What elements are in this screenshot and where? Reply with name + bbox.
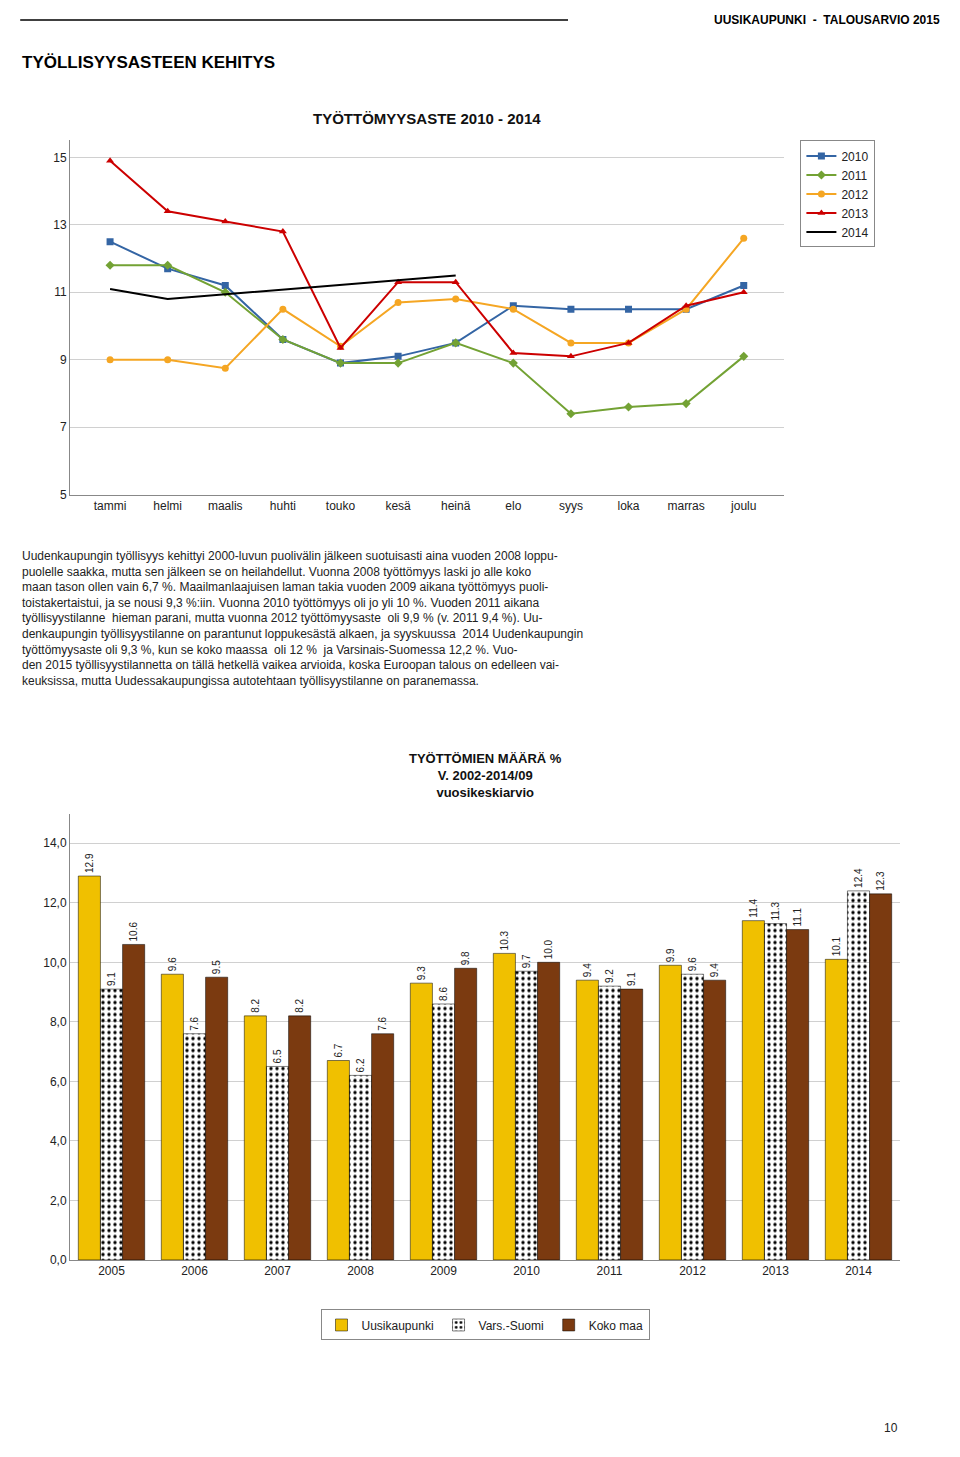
svg-text:4,0: 4,0 bbox=[50, 1134, 67, 1148]
svg-text:13: 13 bbox=[53, 218, 67, 232]
svg-text:2011: 2011 bbox=[597, 1264, 623, 1278]
svg-text:2011: 2011 bbox=[841, 169, 867, 183]
svg-text:heinä: heinä bbox=[441, 499, 471, 513]
svg-text:10,0: 10,0 bbox=[43, 956, 67, 970]
svg-text:loka: loka bbox=[618, 499, 640, 513]
svg-text:2010: 2010 bbox=[513, 1264, 540, 1278]
svg-text:huhti: huhti bbox=[270, 499, 296, 513]
svg-text:8,0: 8,0 bbox=[50, 1015, 67, 1029]
svg-text:TYÖLLISYYSASTEEN KEHITYS: TYÖLLISYYSASTEEN KEHITYS bbox=[22, 53, 275, 72]
svg-text:11.3: 11.3 bbox=[770, 901, 781, 920]
svg-text:2014: 2014 bbox=[845, 1264, 872, 1278]
svg-text:12,0: 12,0 bbox=[43, 896, 67, 910]
svg-text:2013: 2013 bbox=[762, 1264, 789, 1278]
svg-text:6.2: 6.2 bbox=[355, 1058, 366, 1072]
svg-text:maalis: maalis bbox=[208, 499, 243, 513]
svg-text:11: 11 bbox=[54, 285, 67, 299]
svg-text:7: 7 bbox=[60, 420, 67, 434]
svg-text:8.6: 8.6 bbox=[438, 987, 449, 1001]
svg-text:10.0: 10.0 bbox=[543, 939, 554, 959]
svg-text:9.1: 9.1 bbox=[626, 972, 637, 986]
svg-text:UUSIKAUPUNKI - TALOUSARVIO 2: UUSIKAUPUNKI - TALOUSARVIO 2015 bbox=[714, 13, 940, 27]
svg-text:5: 5 bbox=[60, 488, 67, 502]
svg-text:touko: touko bbox=[326, 499, 356, 513]
svg-text:9.4: 9.4 bbox=[582, 963, 593, 977]
svg-text:8.2: 8.2 bbox=[250, 999, 261, 1013]
svg-text:0,0: 0,0 bbox=[50, 1253, 67, 1267]
svg-text:12.3: 12.3 bbox=[875, 871, 886, 891]
svg-text:9.7: 9.7 bbox=[521, 954, 532, 968]
svg-text:elo: elo bbox=[505, 499, 521, 513]
svg-text:12.9: 12.9 bbox=[84, 853, 95, 873]
svg-text:12.4: 12.4 bbox=[853, 868, 864, 888]
svg-text:9: 9 bbox=[60, 353, 67, 367]
svg-text:2009: 2009 bbox=[430, 1264, 457, 1278]
svg-text:10.3: 10.3 bbox=[499, 930, 510, 950]
svg-text:2,0: 2,0 bbox=[50, 1194, 67, 1208]
svg-text:11.1: 11.1 bbox=[792, 907, 803, 926]
svg-text:2014: 2014 bbox=[841, 226, 868, 240]
svg-text:Vars.-Suomi: Vars.-Suomi bbox=[479, 1319, 544, 1333]
svg-text:6.7: 6.7 bbox=[333, 1043, 344, 1057]
svg-text:10: 10 bbox=[884, 1421, 898, 1435]
svg-text:Koko maa: Koko maa bbox=[589, 1319, 643, 1333]
svg-text:TYÖTTÖMIEN MÄÄRÄ %V. 2002-2014: TYÖTTÖMIEN MÄÄRÄ %V. 2002-2014/09vuosike… bbox=[409, 751, 562, 800]
svg-text:2006: 2006 bbox=[181, 1264, 208, 1278]
svg-text:2007: 2007 bbox=[264, 1264, 291, 1278]
svg-text:kesä: kesä bbox=[385, 499, 411, 513]
svg-text:6.5: 6.5 bbox=[272, 1049, 283, 1063]
svg-text:helmi: helmi bbox=[153, 499, 182, 513]
svg-text:9.4: 9.4 bbox=[709, 963, 720, 977]
svg-text:9.9: 9.9 bbox=[665, 948, 676, 962]
svg-text:14,0: 14,0 bbox=[43, 836, 67, 850]
svg-text:9.6: 9.6 bbox=[687, 957, 698, 971]
svg-text:joulu: joulu bbox=[730, 499, 756, 513]
svg-text:Uusikaupunki: Uusikaupunki bbox=[362, 1319, 434, 1333]
svg-text:2012: 2012 bbox=[679, 1264, 706, 1278]
svg-text:tammi: tammi bbox=[94, 499, 127, 513]
svg-text:8.2: 8.2 bbox=[294, 999, 305, 1013]
svg-text:TYÖTTÖMYYSASTE 2010 - 2014: TYÖTTÖMYYSASTE 2010 - 2014 bbox=[313, 110, 541, 127]
svg-text:9.8: 9.8 bbox=[460, 951, 471, 965]
svg-text:2008: 2008 bbox=[347, 1264, 374, 1278]
svg-text:marras: marras bbox=[667, 499, 704, 513]
svg-text:9.5: 9.5 bbox=[211, 960, 222, 974]
svg-text:10.1: 10.1 bbox=[831, 936, 842, 956]
svg-text:11.4: 11.4 bbox=[748, 898, 759, 917]
svg-text:9.3: 9.3 bbox=[416, 966, 427, 980]
svg-text:7.6: 7.6 bbox=[189, 1016, 200, 1030]
svg-text:Uudenkaupungin työllisyys kehi: Uudenkaupungin työllisyys kehittyi 2000-… bbox=[22, 549, 583, 688]
svg-text:15: 15 bbox=[53, 151, 67, 165]
svg-text:9.6: 9.6 bbox=[167, 957, 178, 971]
svg-text:2010: 2010 bbox=[841, 150, 868, 164]
svg-text:2012: 2012 bbox=[841, 188, 868, 202]
svg-text:9.1: 9.1 bbox=[106, 972, 117, 986]
svg-text:2005: 2005 bbox=[98, 1264, 125, 1278]
svg-text:7.6: 7.6 bbox=[377, 1016, 388, 1030]
svg-text:syys: syys bbox=[559, 499, 583, 513]
svg-text:6,0: 6,0 bbox=[50, 1075, 67, 1089]
svg-text:10.6: 10.6 bbox=[128, 922, 139, 942]
svg-text:9.2: 9.2 bbox=[604, 969, 615, 983]
svg-text:2013: 2013 bbox=[841, 207, 868, 221]
